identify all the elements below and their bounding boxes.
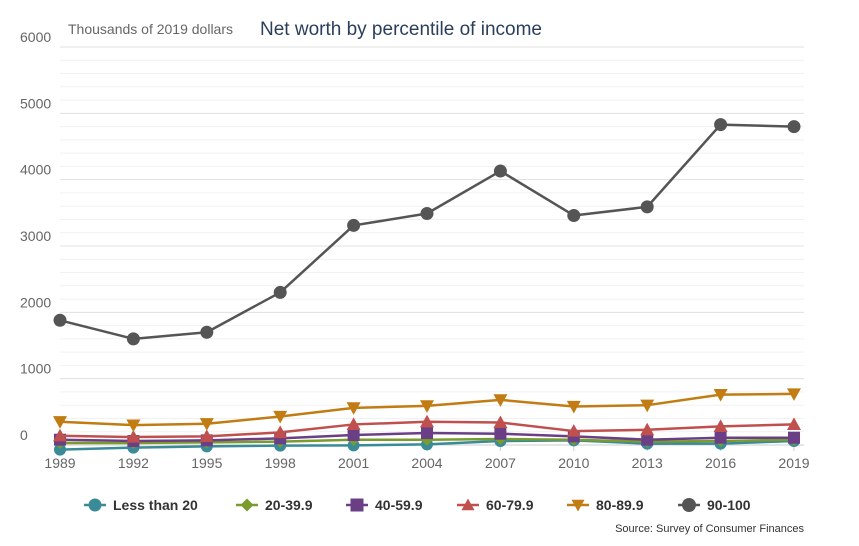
- series-layer: [53, 118, 801, 456]
- data-point[interactable]: [273, 410, 288, 424]
- data-point[interactable]: [493, 415, 508, 429]
- data-point[interactable]: [273, 425, 288, 438]
- x-tick-label: 2019: [778, 455, 809, 471]
- legend-marker[interactable]: [350, 498, 364, 512]
- data-point[interactable]: [273, 285, 287, 299]
- data-point[interactable]: [566, 400, 581, 414]
- x-tick-label: 2004: [411, 455, 442, 471]
- y-tick-label: 0: [20, 427, 28, 443]
- data-point[interactable]: [420, 400, 434, 413]
- legend-label: Less than 20: [113, 497, 198, 513]
- legend-label: 80-89.9: [596, 497, 644, 513]
- data-point[interactable]: [714, 118, 728, 132]
- chart-title: Net worth by percentile of income: [260, 19, 542, 40]
- data-point[interactable]: [788, 431, 800, 444]
- data-point[interactable]: [420, 414, 434, 428]
- legend-item-60-79-9[interactable]: 60-79.9: [457, 497, 534, 513]
- x-tick-label: 2016: [705, 455, 736, 471]
- data-point[interactable]: [714, 431, 727, 444]
- y-tick-label: 6000: [20, 29, 51, 45]
- data-point[interactable]: [640, 200, 654, 214]
- x-tick-label: 1992: [118, 455, 149, 471]
- x-tick-label: 2007: [485, 455, 516, 471]
- legend-item-90-100[interactable]: 90-100: [678, 497, 751, 513]
- data-point[interactable]: [713, 388, 728, 402]
- data-point[interactable]: [199, 418, 214, 431]
- data-point[interactable]: [199, 429, 214, 442]
- legend-marker[interactable]: [682, 498, 696, 512]
- data-point[interactable]: [787, 388, 801, 401]
- data-point[interactable]: [493, 394, 508, 407]
- data-point[interactable]: [126, 430, 141, 443]
- data-point[interactable]: [567, 208, 581, 222]
- x-tick-label: 2013: [632, 455, 663, 471]
- data-point[interactable]: [53, 313, 67, 327]
- legend-item-20-39-9[interactable]: 20-39.9: [236, 497, 313, 513]
- legend-label: 20-39.9: [265, 497, 313, 513]
- legend-marker-icon: [461, 498, 475, 511]
- data-point[interactable]: [494, 427, 507, 440]
- x-tick-label: 1998: [265, 455, 296, 471]
- data-point[interactable]: [787, 120, 801, 134]
- legend[interactable]: Less than 20 20-39.9 40-59.9 60-79.9 80-89.9…: [84, 497, 751, 513]
- legend-marker-icon: [350, 498, 364, 512]
- legend-label: 60-79.9: [486, 497, 534, 513]
- data-point[interactable]: [347, 429, 360, 442]
- data-point[interactable]: [640, 399, 655, 413]
- x-tick-label: 1989: [44, 455, 75, 471]
- data-point[interactable]: [54, 443, 66, 456]
- data-point[interactable]: [566, 424, 581, 437]
- legend-label: 40-59.9: [375, 497, 423, 513]
- data-point[interactable]: [640, 422, 655, 436]
- legend-marker-icon: [682, 498, 696, 512]
- series-80-89-9: [53, 388, 801, 433]
- series-line[interactable]: [59, 123, 795, 341]
- y-tick-label: 4000: [20, 162, 51, 178]
- legend-item-40-59-9[interactable]: 40-59.9: [346, 497, 423, 513]
- x-tick-label: 2010: [558, 455, 589, 471]
- legend-marker-icon: [88, 498, 102, 512]
- legend-marker[interactable]: [461, 498, 475, 511]
- y-axis-label: Thousands of 2019 dollars: [68, 21, 233, 37]
- data-point[interactable]: [420, 206, 434, 220]
- legend-marker[interactable]: [88, 498, 102, 512]
- legend-marker-icon: [571, 499, 585, 512]
- data-point[interactable]: [641, 433, 654, 446]
- y-tick-label: 5000: [20, 95, 51, 111]
- series-60-79-9: [53, 414, 801, 443]
- data-point[interactable]: [53, 416, 67, 429]
- data-point[interactable]: [493, 164, 507, 178]
- y-tick-label: 3000: [20, 228, 51, 244]
- legend-item-less-than-20[interactable]: Less than 20: [84, 497, 198, 513]
- source-note: Source: Survey of Consumer Finances: [615, 523, 804, 535]
- data-point[interactable]: [200, 325, 214, 339]
- grid-lines: [60, 46, 804, 433]
- y-tick-label: 1000: [20, 361, 51, 377]
- data-point[interactable]: [787, 417, 801, 431]
- data-point[interactable]: [346, 417, 361, 431]
- data-point[interactable]: [347, 218, 361, 232]
- y-tick-label: 2000: [20, 294, 51, 310]
- legend-item-80-89-9[interactable]: 80-89.9: [567, 497, 644, 513]
- data-point[interactable]: [126, 419, 141, 433]
- x-tick-label: 1995: [191, 455, 222, 471]
- y-axis: 0 1000 2000 3000 4000 5000 6000: [20, 29, 51, 443]
- x-tick-label: 2001: [338, 455, 369, 471]
- data-point[interactable]: [421, 427, 433, 440]
- data-point[interactable]: [713, 419, 728, 433]
- legend-marker[interactable]: [240, 498, 254, 512]
- legend-marker-icon: [240, 498, 254, 512]
- data-point[interactable]: [346, 402, 361, 415]
- data-point[interactable]: [126, 332, 140, 346]
- legend-label: 90-100: [707, 497, 751, 513]
- data-point[interactable]: [53, 428, 67, 442]
- series-90-100: [53, 118, 801, 346]
- legend-marker[interactable]: [571, 499, 585, 512]
